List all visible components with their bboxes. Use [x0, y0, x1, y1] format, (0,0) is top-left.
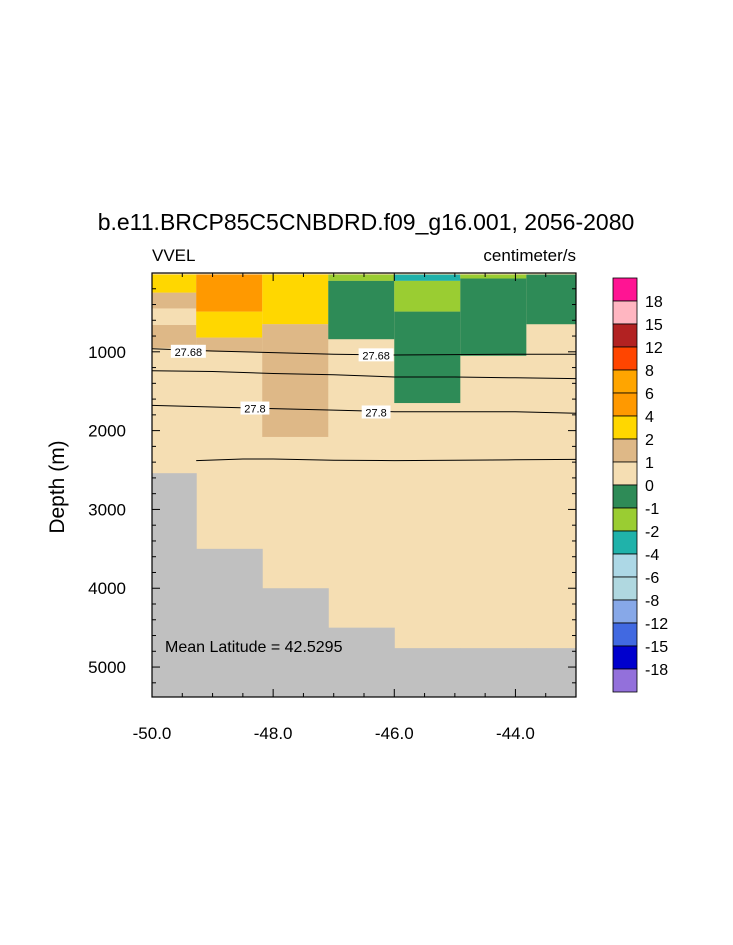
data-cell: [328, 274, 395, 281]
data-cell: [394, 311, 461, 404]
contour-line: [196, 458, 577, 462]
colorbar-swatch: [612, 599, 638, 624]
colorbar-swatch: [612, 507, 638, 532]
land-mask: [196, 548, 263, 697]
colorbar-swatch: [612, 438, 638, 463]
contour-label-box: [170, 344, 206, 358]
colorbar-swatch: [612, 484, 638, 509]
contour-label: 27.68: [362, 350, 390, 362]
y-axis: 1000 2000 3000 4000 5000: [88, 288, 576, 684]
contour-lines: 27.68 27.68 27.8 27.8: [151, 344, 577, 462]
mean-latitude-annotation: Mean Latitude = 42.5295: [165, 639, 343, 656]
colorbar-label: 0: [645, 478, 654, 495]
land-mask: [262, 588, 329, 697]
y-tick-label: 5000: [88, 658, 126, 677]
colorbar-label: -8: [645, 593, 659, 610]
y-tick-label: 3000: [88, 500, 126, 519]
land-mask: [526, 648, 577, 697]
contour-line: [151, 370, 577, 380]
colorbar-swatch: [612, 553, 638, 578]
contour-label-box: [240, 401, 270, 415]
colorbar-label: -12: [645, 616, 668, 633]
data-cell: [460, 274, 527, 279]
data-cell: [152, 325, 197, 348]
colorbar-swatch: [612, 668, 638, 693]
y-tick-label: 2000: [88, 422, 126, 441]
colorbar-label: -2: [645, 524, 659, 541]
contour-label: 27.8: [244, 404, 265, 416]
colorbar-label: -18: [645, 662, 668, 679]
colorbar-label: 18: [645, 294, 663, 311]
colorbar-swatch: [612, 346, 638, 371]
colorbar-label: 15: [645, 317, 663, 334]
chart-title: b.e11.BRCP85C5CNBDRD.f09_g16.001, 2056-2…: [98, 209, 635, 235]
units-label: centimeter/s: [483, 246, 576, 265]
colorbar-label: 6: [645, 386, 654, 403]
colorbar-label: 8: [645, 363, 654, 380]
colorbar-label: -1: [645, 501, 659, 518]
contour-label-box: [361, 405, 391, 419]
data-cell: [152, 274, 197, 293]
variable-label: VVEL: [152, 246, 195, 265]
data-cell: [196, 311, 263, 338]
data-cell: [196, 274, 263, 312]
colorbar-label: 4: [645, 409, 654, 426]
data-cell: [196, 337, 263, 352]
contour-label: 27.68: [175, 347, 203, 359]
colorbar-label: -15: [645, 639, 668, 656]
colorbar-swatch: [612, 369, 638, 394]
colorbar-swatch: [612, 392, 638, 417]
data-cell: [394, 274, 461, 281]
colorbar-swatch: [612, 277, 638, 302]
colorbar-swatch: [612, 622, 638, 647]
data-cell: [328, 280, 395, 340]
colorbar-label: 12: [645, 340, 663, 357]
colorbar-swatch: [612, 415, 638, 440]
colorbar-swatch: [612, 323, 638, 348]
land-mask: [328, 627, 395, 697]
land-mask: [152, 473, 197, 697]
land-mask: [460, 648, 527, 697]
y-tick-label: 1000: [88, 343, 126, 362]
x-tick-label: -44.0: [496, 724, 535, 743]
colorbar-swatch: [612, 300, 638, 325]
data-cell: [526, 274, 576, 325]
colorbar-label: -6: [645, 570, 659, 587]
x-tick-label: -48.0: [254, 724, 293, 743]
plot-area: [152, 273, 577, 697]
contour-label: 27.8: [365, 407, 386, 419]
data-cell: [152, 308, 197, 326]
y-axis-label: Depth (m): [46, 440, 69, 533]
colorbar: 18 15 12 8 6 4 2 1 0 -1 -2 -4 -6 -8 -12 -15 -18: [612, 277, 668, 693]
colorbar-swatch: [612, 461, 638, 486]
data-cell: [262, 274, 329, 325]
colorbar-swatch: [612, 530, 638, 555]
data-cell: [460, 278, 527, 356]
contour-label-box: [358, 348, 394, 362]
data-cell: [394, 280, 461, 312]
land-mask: [394, 648, 461, 697]
data-cell: [262, 324, 329, 437]
colorbar-label: 1: [645, 455, 654, 472]
colorbar-label: -4: [645, 547, 659, 564]
data-cell: [152, 292, 197, 309]
colorbar-swatch: [612, 576, 638, 601]
x-axis: -50.0 -48.0 -46.0 -44.0: [133, 273, 577, 743]
x-tick-label: -46.0: [375, 724, 414, 743]
x-tick-label: -50.0: [133, 724, 172, 743]
colorbar-swatch: [612, 645, 638, 670]
colorbar-label: 2: [645, 432, 654, 449]
y-tick-label: 4000: [88, 579, 126, 598]
